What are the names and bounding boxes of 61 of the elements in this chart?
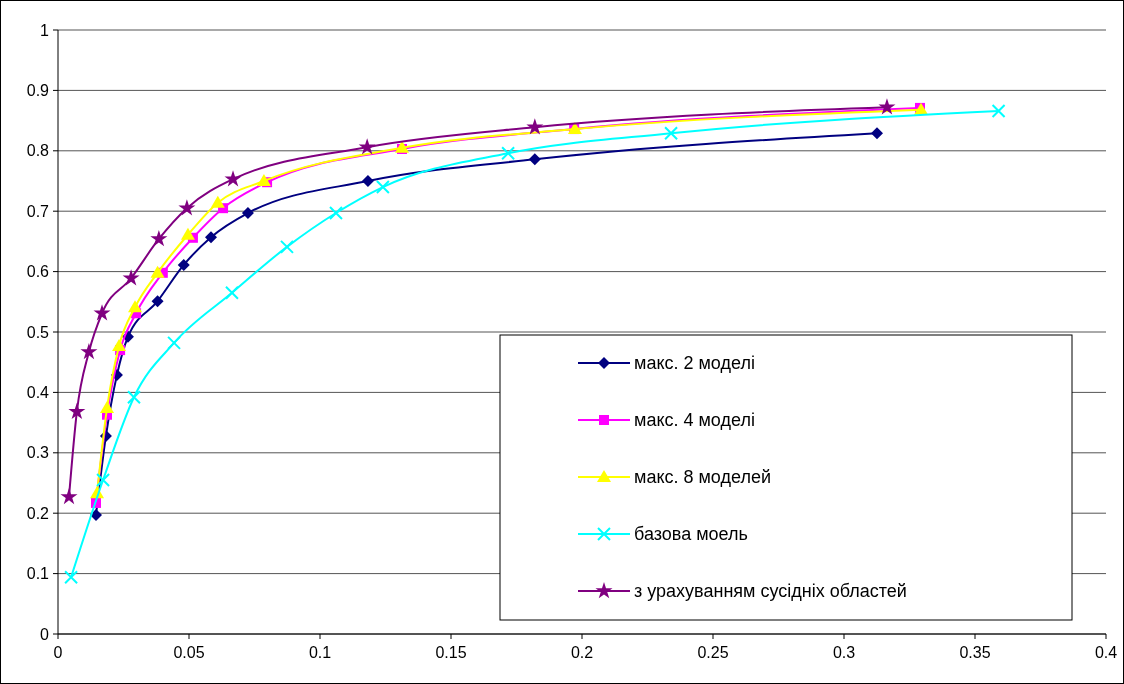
point <box>991 103 1006 118</box>
point <box>60 487 78 505</box>
point <box>128 300 143 313</box>
point <box>80 342 98 360</box>
y-tick-label: 0.1 <box>26 565 50 583</box>
point <box>664 126 679 141</box>
point <box>361 175 374 187</box>
point <box>526 118 544 135</box>
point <box>151 295 164 308</box>
point <box>99 401 114 414</box>
point <box>122 269 140 286</box>
point <box>178 199 196 216</box>
point <box>878 98 896 115</box>
y-tick-label: 0.4 <box>26 384 50 401</box>
point <box>64 570 79 585</box>
point <box>167 335 182 350</box>
point <box>256 174 271 186</box>
point <box>112 338 127 351</box>
legend-label: макс. 8 моделей <box>634 467 771 488</box>
point <box>224 170 242 187</box>
point <box>241 207 254 220</box>
point <box>180 227 195 240</box>
legend-label: з урахуванням сусідніх областей <box>634 581 907 602</box>
y-tick-label: 1 <box>40 21 50 39</box>
legend-label: макс. 4 моделі <box>634 410 755 431</box>
y-tick-label: 0.7 <box>26 202 50 220</box>
point <box>375 180 390 195</box>
y-tick-label: 0.6 <box>26 263 50 281</box>
x-tick-label: 0.3 <box>832 644 856 661</box>
y-tick-label: 0 <box>40 625 50 643</box>
x-tick-label: 0.2 <box>570 644 594 661</box>
y-tick-label: 0.3 <box>26 444 50 462</box>
point <box>358 138 376 155</box>
point <box>279 239 294 254</box>
x-tick-label: 0.35 <box>959 644 991 661</box>
x-tick-label: 0.15 <box>435 644 467 661</box>
point <box>93 304 111 321</box>
point <box>328 206 343 221</box>
point <box>177 258 190 271</box>
y-tick-label: 0.8 <box>26 142 50 160</box>
legend-label: базова моель <box>634 524 748 545</box>
x-tick-label: 0.05 <box>173 644 205 661</box>
point <box>224 285 239 300</box>
point <box>205 231 218 244</box>
point <box>528 153 541 166</box>
point <box>150 265 165 278</box>
y-tick-label: 0.9 <box>26 82 50 99</box>
point <box>68 402 86 419</box>
x-tick-label: 0 <box>53 644 63 661</box>
x-tick-label: 0.25 <box>697 644 729 661</box>
point <box>96 472 111 487</box>
point <box>150 230 168 247</box>
point <box>501 146 516 161</box>
point <box>871 127 884 140</box>
x-tick-label: 0.1 <box>308 644 332 661</box>
x-tick-label: 0.4 <box>1094 644 1118 661</box>
point <box>126 390 141 405</box>
y-tick-label: 0.5 <box>26 323 50 341</box>
y-tick-label: 0.2 <box>26 504 50 522</box>
point <box>210 195 225 208</box>
legend-label: макс. 2 моделі <box>634 353 755 374</box>
